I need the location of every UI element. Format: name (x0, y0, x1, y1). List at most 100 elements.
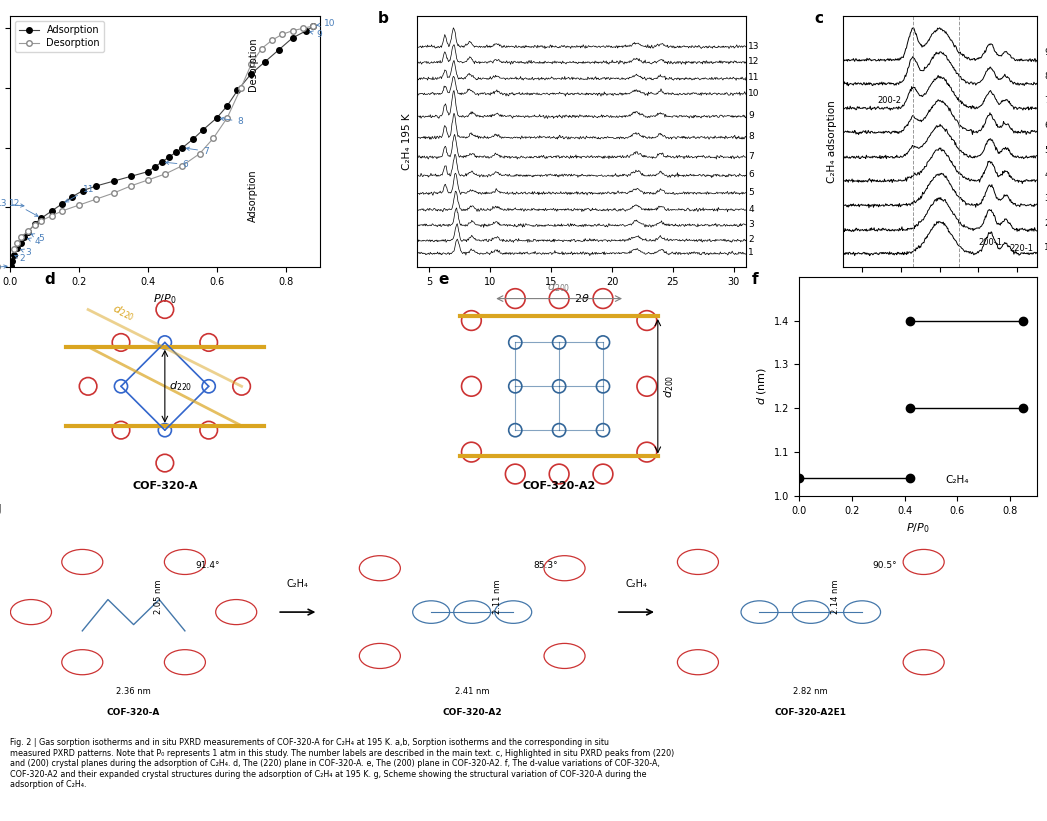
Text: f: f (752, 273, 758, 287)
Text: 13: 13 (749, 42, 760, 51)
Text: COF-320-A2: COF-320-A2 (522, 481, 596, 492)
Adsorption (245, 69, 258, 79)
Desorption (7, 244, 20, 254)
Text: COF-320-A: COF-320-A (132, 481, 198, 492)
Desorption (73, 200, 86, 210)
Line: Desorption: Desorption (12, 23, 316, 252)
Text: 8: 8 (749, 132, 754, 141)
Text: Desorption: Desorption (248, 38, 258, 91)
Desorption (221, 113, 233, 123)
Adsorption (210, 113, 223, 123)
Adsorption (176, 143, 188, 153)
Desorption (286, 25, 298, 35)
Text: 11: 11 (749, 73, 760, 82)
Adsorption (197, 125, 209, 135)
X-axis label: $2θ$: $2θ$ (574, 292, 589, 305)
Text: 2: 2 (1044, 219, 1047, 228)
Adsorption (286, 33, 298, 43)
Adsorption (7, 250, 20, 260)
Text: 2: 2 (749, 236, 754, 245)
Desorption (176, 161, 188, 171)
Adsorption (15, 238, 27, 248)
Text: Adsorption: Adsorption (248, 169, 258, 222)
Text: 9: 9 (310, 30, 322, 39)
Adsorption (76, 186, 89, 195)
Text: 1: 1 (0, 264, 7, 273)
Text: 2.41 nm: 2.41 nm (455, 686, 489, 695)
Text: 10: 10 (317, 19, 335, 28)
Adsorption (36, 213, 48, 223)
Text: 5: 5 (31, 234, 44, 243)
Text: 91.4°: 91.4° (195, 562, 220, 571)
Text: 220-1: 220-1 (1009, 245, 1033, 254)
Text: c: c (814, 11, 823, 26)
Desorption (159, 169, 172, 179)
Text: 7: 7 (1044, 96, 1047, 105)
Desorption (141, 175, 154, 185)
Text: 200-2: 200-2 (877, 96, 901, 105)
Text: Fig. 2 | Gas sorption isotherms and in situ PXRD measurements of COF-320-A for C: Fig. 2 | Gas sorption isotherms and in s… (10, 738, 674, 789)
Text: 7: 7 (186, 147, 208, 156)
Adsorption (141, 167, 154, 177)
Adsorption (272, 45, 285, 55)
Adsorption (6, 256, 19, 266)
Adsorption (90, 181, 103, 190)
Adsorption (149, 162, 161, 172)
Desorption (15, 232, 27, 242)
Text: 8: 8 (1044, 71, 1047, 80)
Text: 9: 9 (1044, 48, 1047, 57)
Text: 6: 6 (1044, 121, 1047, 130)
Adsorption (156, 157, 169, 167)
Text: 1: 1 (749, 248, 754, 257)
Legend: Adsorption, Desorption: Adsorption, Desorption (16, 21, 104, 52)
Desorption (276, 30, 289, 39)
Desorption (12, 238, 24, 248)
Text: 200-1: 200-1 (979, 238, 1002, 247)
Text: 4: 4 (749, 204, 754, 213)
X-axis label: $P/P_0$: $P/P_0$ (906, 521, 930, 535)
Desorption (36, 216, 48, 226)
Text: b: b (378, 11, 388, 26)
Adsorption (125, 172, 137, 181)
Text: 2.82 nm: 2.82 nm (794, 686, 828, 695)
Text: 5: 5 (1044, 146, 1047, 155)
Adsorption (162, 153, 175, 163)
Desorption (55, 206, 68, 216)
Desorption (266, 35, 279, 45)
Desorption (245, 59, 258, 69)
Text: e: e (439, 273, 449, 287)
Text: 5: 5 (749, 188, 754, 197)
Adsorption (18, 232, 30, 242)
Text: 10: 10 (749, 89, 760, 98)
Desorption (255, 44, 268, 53)
Adsorption (45, 206, 58, 216)
Text: 6: 6 (165, 160, 188, 169)
Adsorption (55, 199, 68, 209)
Desorption (307, 21, 319, 31)
Adsorption (300, 25, 313, 35)
Text: $d_{220}$: $d_{220}$ (110, 302, 137, 324)
Y-axis label: $d$ (nm): $d$ (nm) (755, 367, 768, 406)
Text: COF-320-A2: COF-320-A2 (443, 709, 502, 718)
Text: $d_{200}$: $d_{200}$ (548, 280, 571, 294)
Adsorption (28, 219, 41, 229)
Text: 13: 13 (0, 200, 24, 209)
Desorption (90, 194, 103, 204)
Desorption (296, 24, 309, 34)
Text: 9: 9 (749, 111, 754, 120)
Desorption (235, 83, 247, 93)
Text: COF-320-A2E1: COF-320-A2E1 (775, 709, 847, 718)
Desorption (28, 220, 41, 230)
Text: C₂H₄: C₂H₄ (287, 579, 309, 589)
Desorption (125, 181, 137, 190)
Y-axis label: C₂H₄ adsorption: C₂H₄ adsorption (827, 100, 838, 183)
Text: 4: 4 (1044, 170, 1047, 179)
Adsorption (170, 148, 182, 158)
Y-axis label: C₂H₄ 195 K: C₂H₄ 195 K (402, 113, 411, 170)
Adsorption (4, 261, 17, 271)
Text: d: d (44, 273, 55, 287)
Text: $d_{220}$: $d_{220}$ (170, 379, 193, 393)
Text: 2.05 nm: 2.05 nm (154, 580, 163, 614)
Text: 85.3°: 85.3° (534, 562, 558, 571)
X-axis label: $2θ$: $2θ$ (932, 292, 948, 305)
